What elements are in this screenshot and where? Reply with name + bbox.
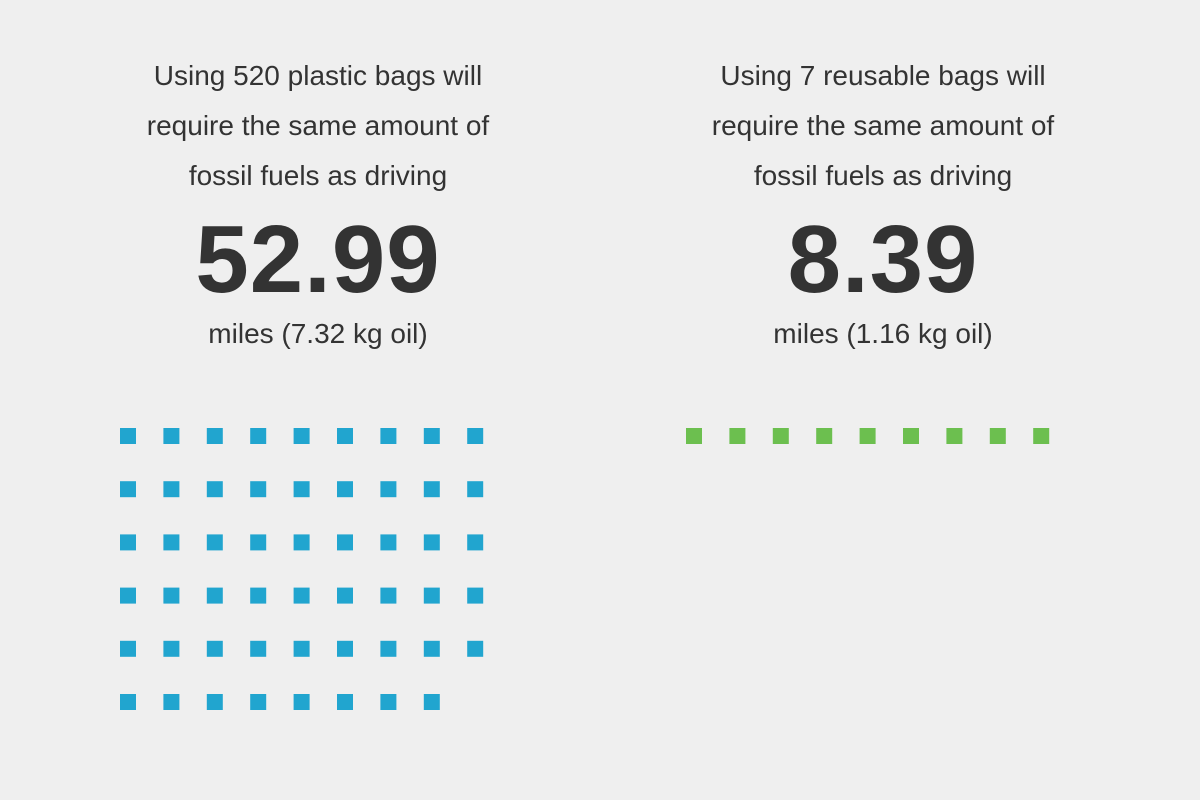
mile-square [380, 587, 397, 604]
mile-square [206, 694, 223, 710]
mile-square [423, 587, 440, 604]
reusable-miles-value: 8.39 [787, 206, 979, 313]
mile-square [206, 587, 223, 604]
mile-square [423, 640, 440, 657]
mile-square [163, 428, 180, 444]
mile-square [206, 481, 223, 498]
mile-square [467, 481, 484, 498]
mile-square [250, 640, 267, 657]
mile-square [380, 481, 397, 498]
mile-square [467, 428, 484, 444]
mile-square [250, 481, 267, 498]
mile-square [859, 428, 876, 444]
mile-square [772, 428, 789, 444]
mile-square [337, 481, 353, 498]
mile-square [250, 428, 267, 444]
mile-square [423, 428, 440, 444]
mile-square [163, 587, 180, 604]
mile-square [1033, 428, 1050, 444]
mile-square [120, 481, 136, 498]
mile-square [467, 534, 484, 551]
caption-line: Using 520 plastic bags will [153, 60, 483, 91]
mile-square [337, 587, 353, 604]
mile-square [293, 694, 310, 710]
mile-square [729, 428, 746, 444]
mile-square [423, 534, 440, 551]
mile-square [206, 640, 223, 657]
mile-square [293, 428, 310, 444]
mile-square [467, 640, 484, 657]
reusable-miles-unit: miles (1.16 kg oil) [773, 318, 993, 349]
mile-square [989, 428, 1006, 444]
mile-square [946, 428, 963, 444]
mile-square [120, 587, 136, 604]
mile-square [293, 640, 310, 657]
caption-line: fossil fuels as driving [753, 160, 1013, 191]
mile-square [163, 534, 180, 551]
mile-square [423, 694, 440, 710]
mile-square [337, 428, 353, 444]
mile-square [120, 694, 136, 710]
plastic-miles-value: 52.99 [195, 206, 441, 313]
mile-square [816, 428, 833, 444]
mile-square [380, 640, 397, 657]
caption-line: require the same amount of [146, 110, 490, 141]
mile-square [423, 481, 440, 498]
caption-line: require the same amount of [711, 110, 1055, 141]
mile-square [380, 534, 397, 551]
mile-square [380, 428, 397, 444]
caption-line: fossil fuels as driving [188, 160, 448, 191]
mile-square [337, 694, 353, 710]
mile-square [293, 534, 310, 551]
mile-square [163, 481, 180, 498]
mile-square [163, 694, 180, 710]
mile-square [337, 534, 353, 551]
mile-square [380, 694, 397, 710]
plastic-mile-squares [120, 428, 484, 710]
caption-line: Using 7 reusable bags will [720, 60, 1046, 91]
mile-square [206, 534, 223, 551]
mile-square [120, 534, 136, 551]
mile-square [250, 534, 267, 551]
mile-square [206, 428, 223, 444]
plastic-miles-unit: miles (7.32 kg oil) [208, 318, 428, 349]
plastic-bags-panel: Using 520 plastic bags will require the … [18, 0, 618, 800]
reusable-mile-squares [686, 428, 1050, 444]
mile-square [686, 428, 702, 444]
mile-square [120, 428, 136, 444]
mile-square [467, 587, 484, 604]
mile-square [293, 587, 310, 604]
mile-square [293, 481, 310, 498]
reusable-bags-panel: Using 7 reusable bags will require the s… [583, 0, 1183, 800]
plastic-bags-caption: Using 520 plastic bags will require the … [18, 51, 618, 201]
mile-square [250, 587, 267, 604]
mile-square [120, 640, 136, 657]
mile-square [903, 428, 919, 444]
reusable-bags-caption: Using 7 reusable bags will require the s… [583, 51, 1183, 201]
mile-square [337, 640, 353, 657]
mile-square [250, 694, 267, 710]
mile-square [163, 640, 180, 657]
